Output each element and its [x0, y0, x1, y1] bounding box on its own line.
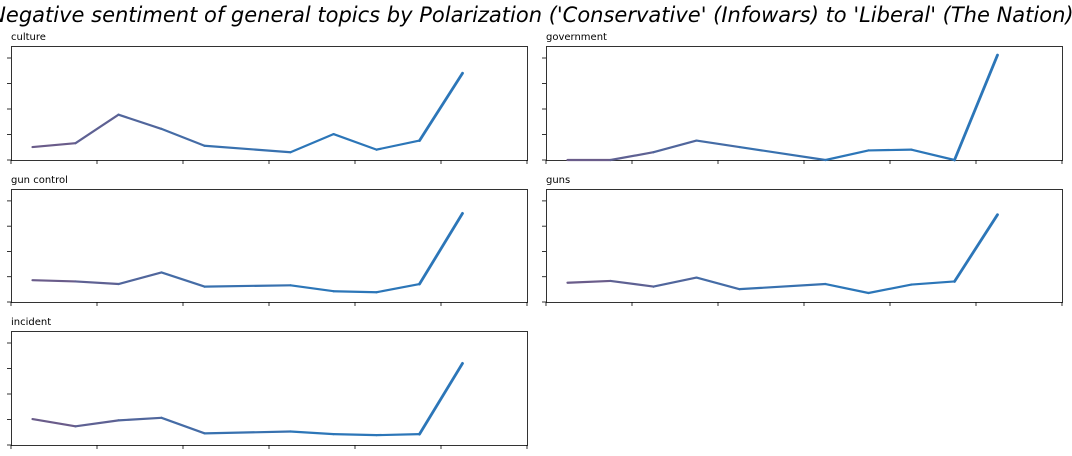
series-segment: [375, 433, 421, 437]
series-segment: [738, 282, 827, 291]
subplot-title: government: [546, 32, 607, 43]
series-segment: [160, 127, 206, 147]
series-segment: [566, 279, 612, 284]
series-segment: [418, 71, 464, 142]
series-segment: [953, 53, 999, 162]
axes-frame: [11, 189, 528, 303]
subplot-guns: guns: [542, 175, 1063, 306]
series-segment: [375, 139, 421, 151]
series-segment: [332, 433, 378, 437]
subplot-title: gun control: [11, 175, 68, 186]
series-segment: [824, 149, 870, 162]
series-segment: [652, 276, 698, 288]
series-segment: [910, 280, 956, 286]
series-segment: [738, 145, 827, 162]
subplot-incident: incident: [7, 317, 528, 449]
series-segment: [160, 271, 206, 288]
series-segment: [953, 213, 999, 283]
series-segment: [910, 148, 956, 162]
axes-frame: [546, 46, 1063, 161]
series-segment: [375, 282, 421, 294]
subplot-title: incident: [11, 317, 51, 328]
figure-title: Negative sentiment of general topics by …: [0, 3, 1072, 27]
series-segment: [117, 113, 163, 131]
series-segment: [867, 148, 913, 152]
series-segment: [74, 280, 120, 286]
series-segment: [418, 361, 464, 436]
series-segment: [31, 142, 77, 149]
axes-frame: [546, 189, 1063, 303]
subplot-gun-control: gun control: [7, 175, 528, 306]
series-segment: [31, 417, 77, 428]
series-segment: [117, 271, 163, 286]
series-segment: [289, 430, 335, 436]
subplots: culture government gun control guns incident: [7, 32, 1063, 449]
axes-frame: [11, 46, 528, 161]
subplot-title: culture: [11, 32, 46, 43]
series-segment: [609, 279, 655, 288]
series-segment: [74, 113, 120, 145]
series-segment: [31, 279, 77, 283]
series-segment: [289, 284, 335, 293]
subplot-title: guns: [546, 175, 570, 186]
series-segment: [695, 139, 741, 149]
series-segment: [203, 430, 292, 435]
series-segment: [332, 290, 378, 294]
series-segment: [203, 144, 292, 154]
series-segment: [203, 284, 292, 288]
subplot-government: government: [542, 32, 1063, 164]
subplot-culture: culture: [7, 32, 528, 164]
series-segment: [867, 283, 913, 295]
series-segment: [609, 151, 655, 162]
series-segment: [160, 416, 206, 435]
series-segment: [824, 282, 870, 295]
series-segment: [117, 416, 163, 422]
axes-frame: [11, 331, 528, 446]
series-segment: [74, 419, 120, 428]
series-segment: [418, 211, 464, 286]
series-segment: [652, 139, 698, 154]
series-segment: [695, 276, 741, 291]
series-segment: [332, 132, 378, 151]
series-segment: [289, 132, 335, 154]
